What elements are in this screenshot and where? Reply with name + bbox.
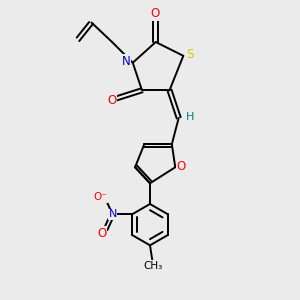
Text: O: O: [107, 94, 116, 107]
Text: CH₃: CH₃: [143, 261, 162, 271]
Text: H: H: [186, 112, 194, 122]
Text: O: O: [150, 7, 159, 20]
Text: S: S: [186, 48, 194, 61]
Text: N: N: [122, 55, 131, 68]
Text: N: N: [108, 209, 117, 219]
Text: O: O: [98, 227, 107, 240]
Text: O⁻: O⁻: [94, 192, 107, 202]
Text: O: O: [177, 160, 186, 172]
